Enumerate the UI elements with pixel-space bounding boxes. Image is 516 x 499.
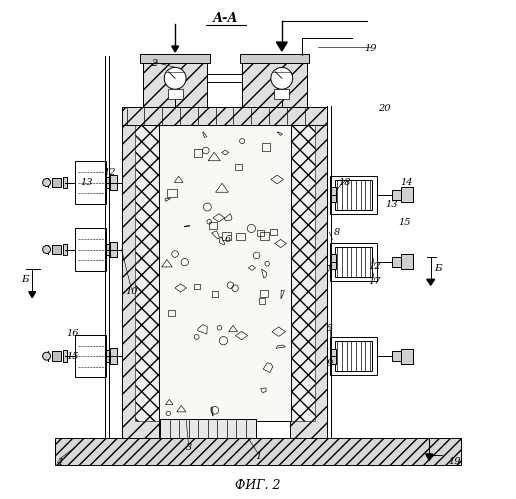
- Polygon shape: [75, 335, 106, 377]
- Polygon shape: [52, 245, 61, 254]
- Polygon shape: [401, 254, 413, 269]
- Polygon shape: [172, 46, 179, 52]
- Polygon shape: [63, 177, 67, 189]
- Text: 3: 3: [185, 444, 191, 453]
- Text: 20: 20: [378, 104, 391, 113]
- Polygon shape: [291, 120, 328, 438]
- Text: 1: 1: [255, 453, 261, 462]
- Circle shape: [43, 246, 51, 253]
- Polygon shape: [401, 188, 413, 203]
- Polygon shape: [330, 254, 336, 269]
- Text: 19: 19: [448, 457, 461, 466]
- Text: 8: 8: [334, 228, 341, 237]
- Polygon shape: [330, 349, 336, 364]
- Polygon shape: [242, 58, 307, 107]
- Polygon shape: [63, 244, 67, 255]
- Text: 4: 4: [56, 458, 62, 467]
- Polygon shape: [110, 175, 117, 191]
- Polygon shape: [106, 177, 110, 189]
- Text: 9: 9: [327, 359, 333, 368]
- Polygon shape: [426, 454, 433, 461]
- Text: 18: 18: [338, 178, 351, 187]
- Text: Б: Б: [434, 264, 442, 273]
- Polygon shape: [122, 107, 328, 125]
- Polygon shape: [106, 244, 110, 255]
- Polygon shape: [106, 350, 110, 362]
- Polygon shape: [159, 125, 291, 421]
- Polygon shape: [335, 341, 372, 371]
- Text: 17: 17: [368, 277, 381, 286]
- Text: 14: 14: [400, 178, 413, 187]
- Circle shape: [43, 352, 51, 360]
- Polygon shape: [401, 349, 413, 364]
- Polygon shape: [29, 292, 36, 297]
- Polygon shape: [143, 58, 207, 107]
- Polygon shape: [52, 351, 61, 361]
- Text: 12: 12: [368, 262, 381, 271]
- Text: 7: 7: [326, 265, 332, 274]
- Polygon shape: [52, 178, 61, 188]
- Polygon shape: [392, 190, 401, 200]
- Polygon shape: [110, 348, 117, 364]
- Polygon shape: [75, 161, 106, 204]
- Text: А-А: А-А: [213, 12, 238, 25]
- Polygon shape: [335, 247, 372, 277]
- Text: ФИГ. 2: ФИГ. 2: [235, 479, 281, 492]
- Polygon shape: [110, 242, 117, 257]
- Polygon shape: [160, 419, 255, 438]
- Polygon shape: [277, 42, 287, 51]
- Polygon shape: [275, 89, 289, 99]
- Polygon shape: [55, 438, 461, 466]
- Polygon shape: [75, 229, 106, 270]
- Text: 6: 6: [225, 235, 231, 244]
- Polygon shape: [291, 125, 315, 421]
- Polygon shape: [335, 180, 372, 210]
- Text: 2: 2: [151, 59, 157, 68]
- Polygon shape: [122, 120, 159, 438]
- Text: 13: 13: [80, 178, 93, 187]
- Polygon shape: [239, 54, 309, 63]
- Polygon shape: [392, 351, 401, 361]
- Text: 15: 15: [67, 352, 79, 361]
- Text: 16: 16: [67, 329, 79, 338]
- Polygon shape: [427, 279, 434, 285]
- Text: Б: Б: [21, 275, 28, 284]
- Circle shape: [43, 179, 51, 187]
- Circle shape: [271, 67, 293, 89]
- Text: 19: 19: [364, 44, 376, 53]
- Circle shape: [164, 67, 186, 89]
- Polygon shape: [168, 89, 183, 99]
- Text: 10: 10: [125, 287, 138, 296]
- Polygon shape: [392, 257, 401, 267]
- Polygon shape: [135, 125, 159, 421]
- Text: 12: 12: [103, 168, 116, 177]
- Polygon shape: [63, 350, 67, 362]
- Text: 5: 5: [327, 324, 333, 333]
- Polygon shape: [140, 54, 210, 63]
- Text: 15: 15: [398, 218, 411, 227]
- Polygon shape: [330, 188, 336, 203]
- Text: 13: 13: [386, 200, 398, 210]
